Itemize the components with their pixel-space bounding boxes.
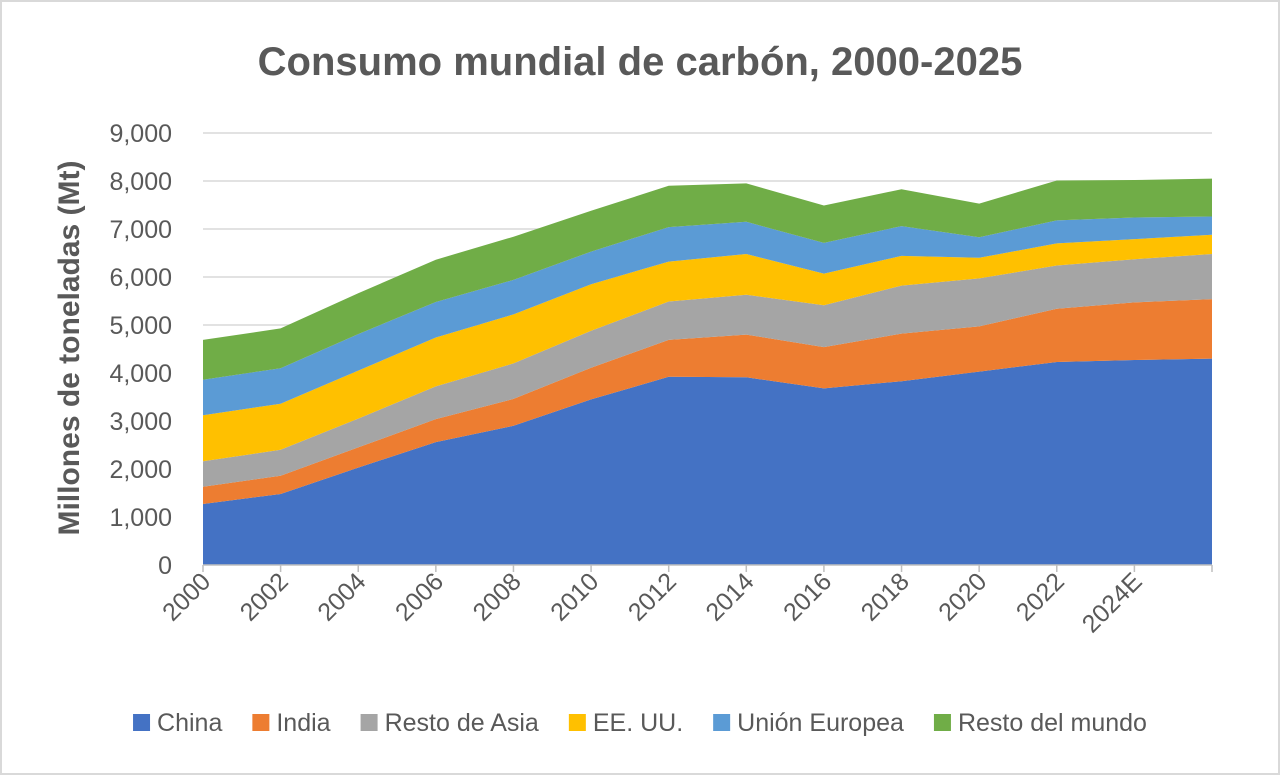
legend-swatch	[713, 714, 731, 731]
legend-label: Unión Europea	[737, 709, 904, 737]
y-tick-label: 0	[158, 552, 172, 580]
legend-label: EE. UU.	[593, 709, 683, 737]
legend-item: India	[252, 709, 331, 737]
x-tick-label: 2002	[235, 567, 294, 626]
chart-title: Consumo mundial de carbón, 2000-2025	[258, 40, 1023, 84]
legend-label: China	[157, 709, 222, 737]
x-tick-label: 2010	[545, 567, 604, 626]
x-tick-label: 2024E	[1077, 567, 1148, 638]
stacked-areas	[203, 178, 1212, 565]
legend-label: Resto del mundo	[958, 709, 1147, 737]
area-resto-de-asia	[203, 254, 1212, 487]
legend: China India Resto de Asia EE. UU. Unión Euro…	[133, 709, 1147, 737]
area-uni-n-europea	[203, 216, 1212, 416]
legend-swatch	[133, 714, 151, 731]
x-tick-label: 2022	[1011, 567, 1070, 626]
legend-label: Resto de Asia	[385, 709, 539, 737]
x-tick-label: 2020	[933, 567, 992, 626]
x-tick-label: 2004	[312, 567, 371, 626]
legend-swatch	[252, 714, 270, 731]
legend-swatch	[933, 714, 951, 731]
area-india	[203, 299, 1212, 504]
y-tick-label: 4,000	[109, 360, 172, 388]
legend-item: China	[133, 709, 222, 737]
y-tick-label: 5,000	[109, 312, 172, 340]
legend-swatch	[360, 714, 378, 731]
y-tick-label: 1,000	[109, 504, 172, 532]
x-tick-label: 2012	[623, 567, 682, 626]
y-tick-label: 3,000	[109, 408, 172, 436]
y-tick-label: 6,000	[109, 264, 172, 292]
legend-swatch	[568, 714, 586, 731]
area-china	[203, 358, 1212, 565]
y-tick-label: 2,000	[109, 456, 172, 484]
area-ee-uu-	[203, 234, 1212, 462]
legend-item: Resto del mundo	[933, 709, 1147, 737]
legend-item: Resto de Asia	[360, 709, 539, 737]
legend-item: Unión Europea	[713, 709, 904, 737]
x-tick-label: 2014	[700, 567, 759, 626]
x-tick-label: 2018	[856, 567, 915, 626]
legend-item: EE. UU.	[568, 709, 683, 737]
x-tick-label: 2016	[778, 567, 837, 626]
y-tick-label: 9,000	[109, 120, 172, 148]
x-tick-label: 2008	[468, 567, 527, 626]
x-tick-label: 2006	[390, 567, 449, 626]
y-tick-label: 7,000	[109, 216, 172, 244]
legend-label: India	[276, 709, 330, 737]
area-resto-del-mundo	[203, 178, 1212, 380]
y-tick-label: 8,000	[109, 168, 172, 196]
y-axis-label: Millones de toneladas (Mt)	[53, 160, 86, 535]
